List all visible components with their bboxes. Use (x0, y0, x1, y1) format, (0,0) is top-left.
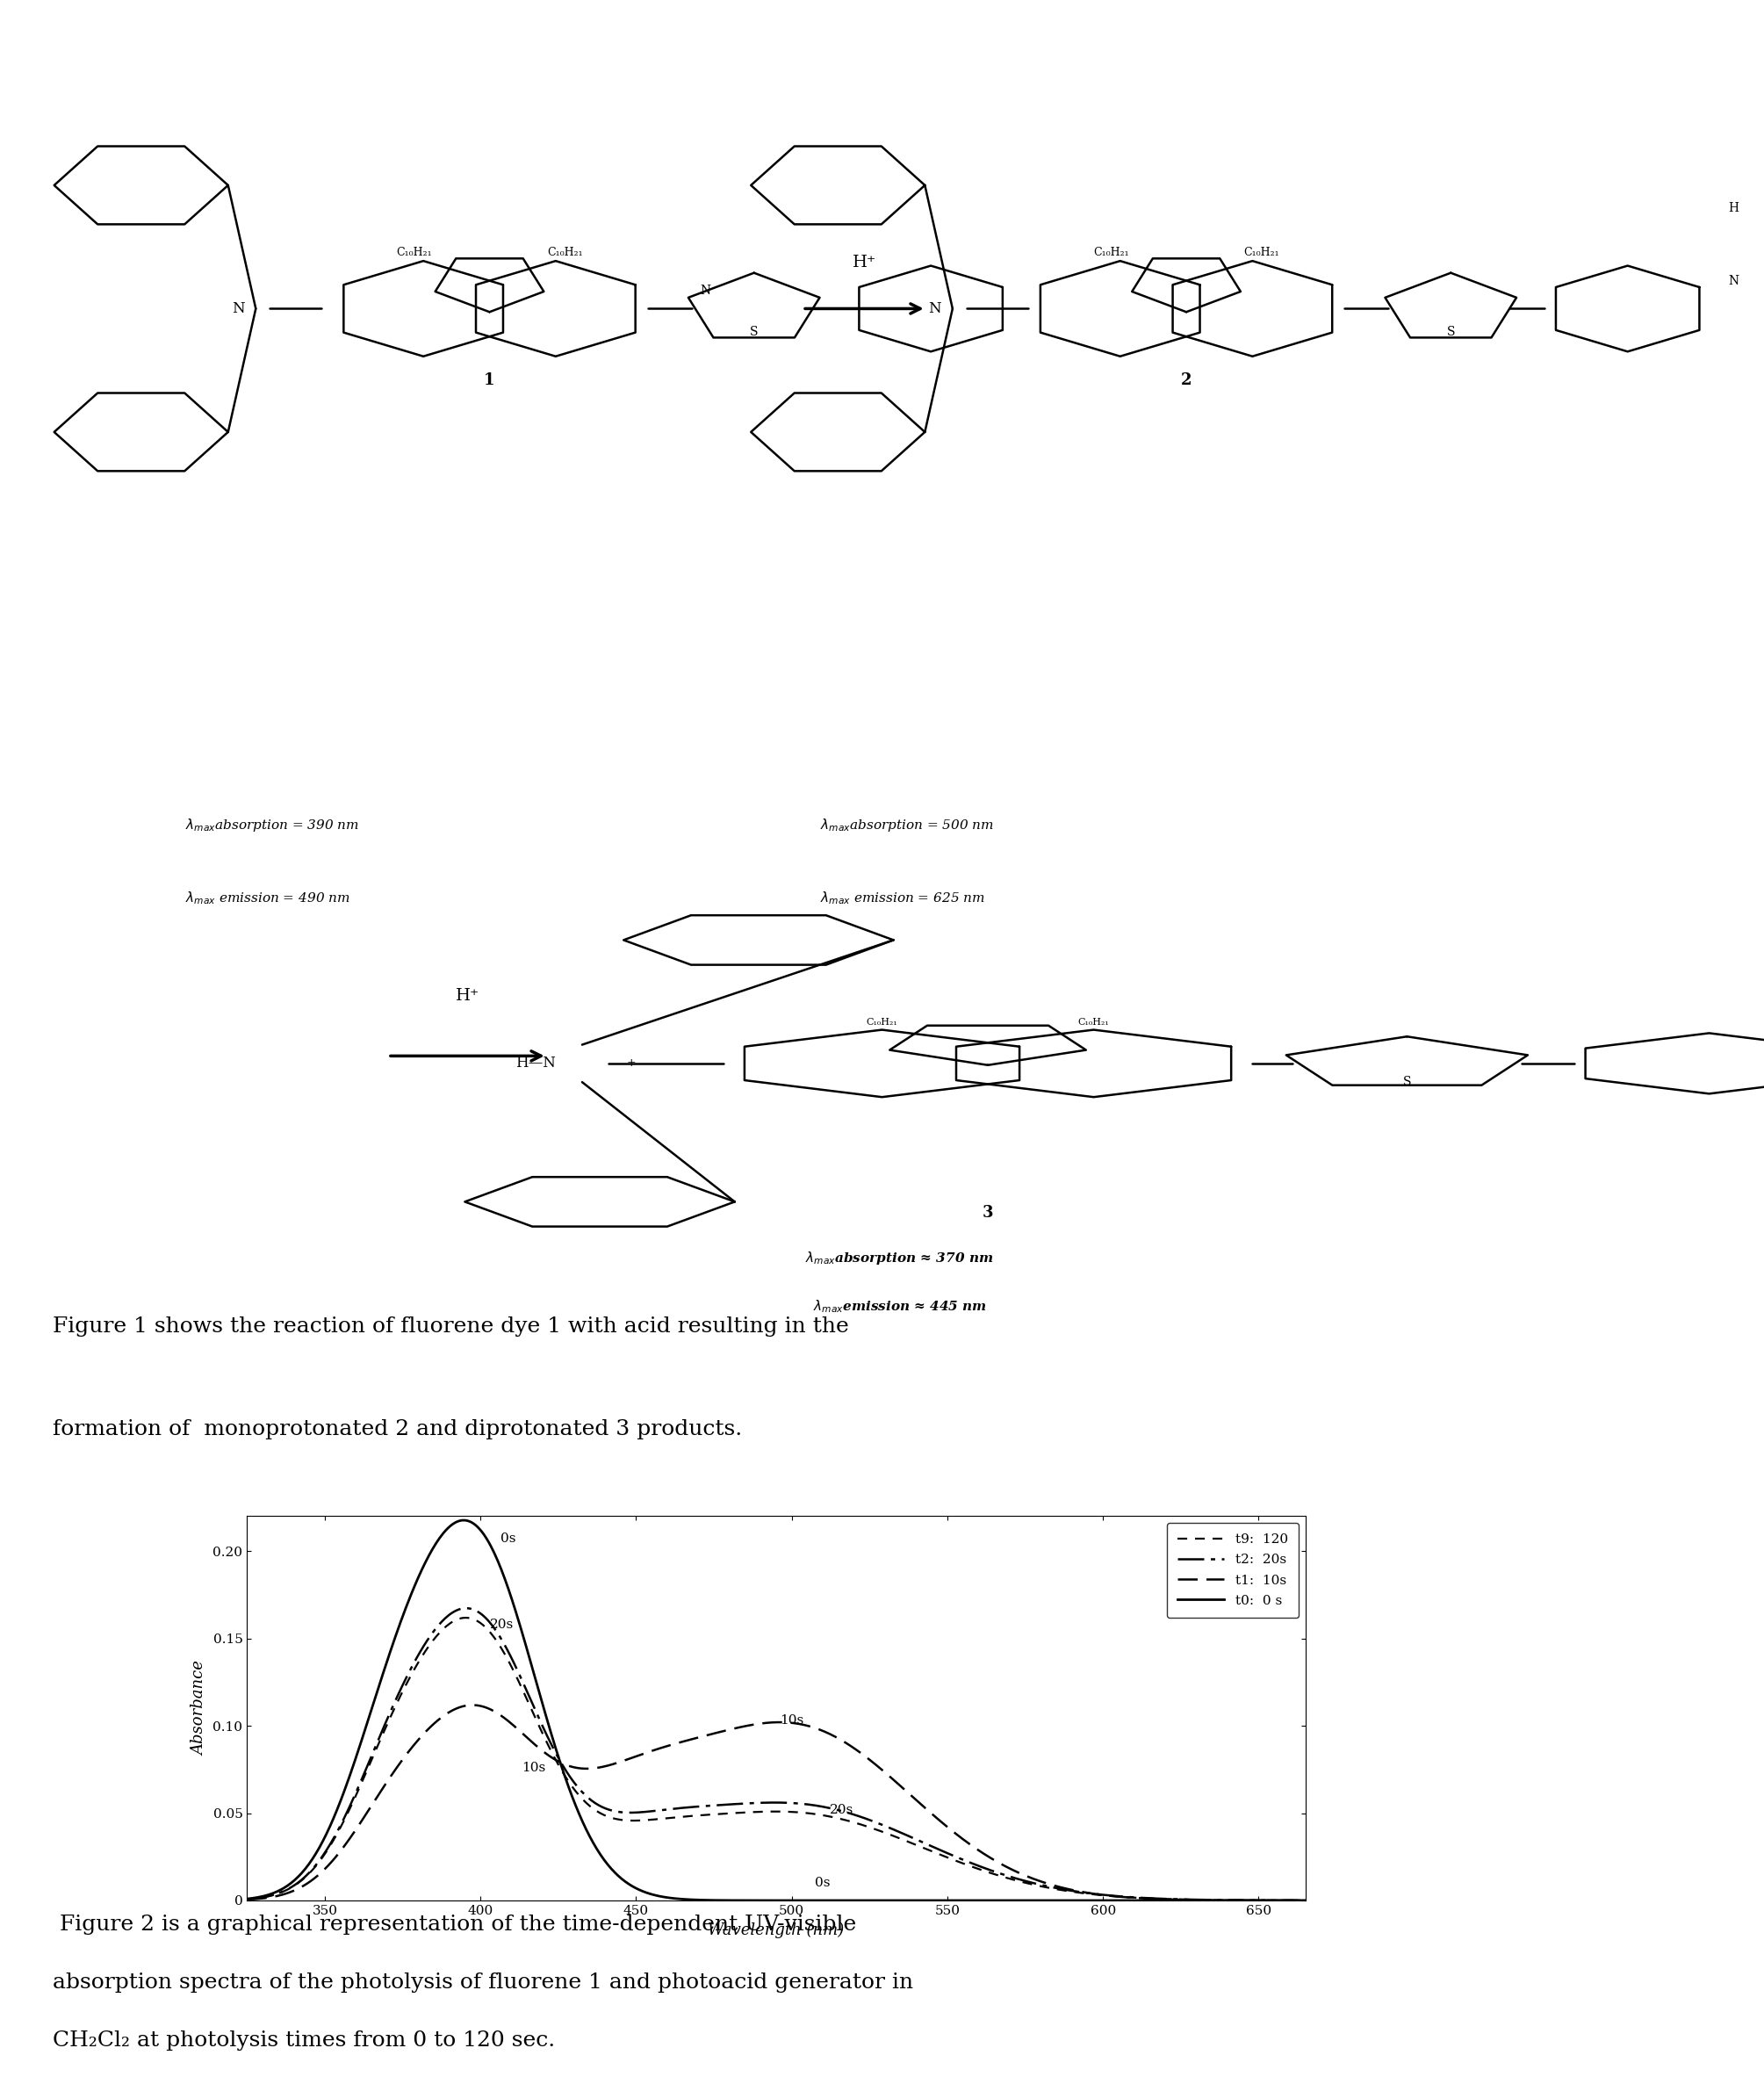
Text: C₁₀H₂₁: C₁₀H₂₁ (397, 247, 432, 258)
Text: 10s: 10s (522, 1761, 545, 1774)
Text: $\lambda_{max}$absorption ≈ 370 nm: $\lambda_{max}$absorption ≈ 370 nm (806, 1250, 993, 1267)
Text: C₁₀H₂₁: C₁₀H₂₁ (1094, 247, 1129, 258)
Text: H⁺: H⁺ (852, 255, 877, 270)
Text: 10s: 10s (780, 1714, 804, 1726)
Y-axis label: Absorbance: Absorbance (192, 1662, 208, 1755)
Text: C₁₀H₂₁: C₁₀H₂₁ (1244, 247, 1279, 258)
Text: Figure 1 shows the reaction of fluorene dye 1 with acid resulting in the: Figure 1 shows the reaction of fluorene … (53, 1317, 848, 1338)
Text: formation of  monoprotonated 2 and diprotonated 3 products.: formation of monoprotonated 2 and diprot… (53, 1421, 743, 1439)
Text: H—N: H—N (515, 1055, 556, 1072)
Text: +: + (626, 1057, 635, 1070)
Text: H⁺: H⁺ (455, 989, 480, 1003)
Text: C₁₀H₂₁: C₁₀H₂₁ (1078, 1018, 1110, 1026)
Text: N: N (1729, 274, 1739, 287)
Text: $\lambda_{max}$ emission = 625 nm: $\lambda_{max}$ emission = 625 nm (820, 889, 984, 906)
Text: 0s: 0s (815, 1878, 831, 1890)
Text: 20s: 20s (829, 1803, 854, 1815)
Text: S: S (1446, 326, 1455, 339)
Text: 0s: 0s (501, 1533, 517, 1545)
Text: 3: 3 (983, 1205, 993, 1221)
Text: $\lambda_{max}$absorption = 390 nm: $\lambda_{max}$absorption = 390 nm (185, 816, 360, 833)
Text: Figure 2 is a graphical representation of the time-dependent UV-visible: Figure 2 is a graphical representation o… (53, 1915, 857, 1934)
Text: CH₂Cl₂ at photolysis times from 0 to 120 sec.: CH₂Cl₂ at photolysis times from 0 to 120… (53, 2031, 556, 2050)
Text: N: N (231, 301, 245, 316)
Text: 1: 1 (483, 372, 496, 388)
Text: N: N (700, 285, 711, 297)
Text: H: H (1729, 201, 1739, 214)
Text: 2: 2 (1180, 372, 1192, 388)
Text: 20s: 20s (490, 1618, 513, 1630)
Text: $\lambda_{max}$ emission = 490 nm: $\lambda_{max}$ emission = 490 nm (185, 889, 349, 906)
X-axis label: Wavelength (nm): Wavelength (nm) (707, 1921, 845, 1938)
Text: N: N (928, 301, 942, 316)
Text: $\lambda_{max}$emission ≈ 445 nm: $\lambda_{max}$emission ≈ 445 nm (813, 1298, 986, 1315)
Text: C₁₀H₂₁: C₁₀H₂₁ (866, 1018, 898, 1026)
Text: absorption spectra of the photolysis of fluorene 1 and photoacid generator in: absorption spectra of the photolysis of … (53, 1973, 914, 1992)
Text: S: S (1402, 1076, 1411, 1088)
Legend: t9:  120, t2:  20s, t1:  10s, t0:  0 s: t9: 120, t2: 20s, t1: 10s, t0: 0 s (1166, 1522, 1298, 1618)
Text: C₁₀H₂₁: C₁₀H₂₁ (547, 247, 582, 258)
Text: $\lambda_{max}$absorption = 500 nm: $\lambda_{max}$absorption = 500 nm (820, 816, 995, 833)
Text: S: S (750, 326, 759, 339)
